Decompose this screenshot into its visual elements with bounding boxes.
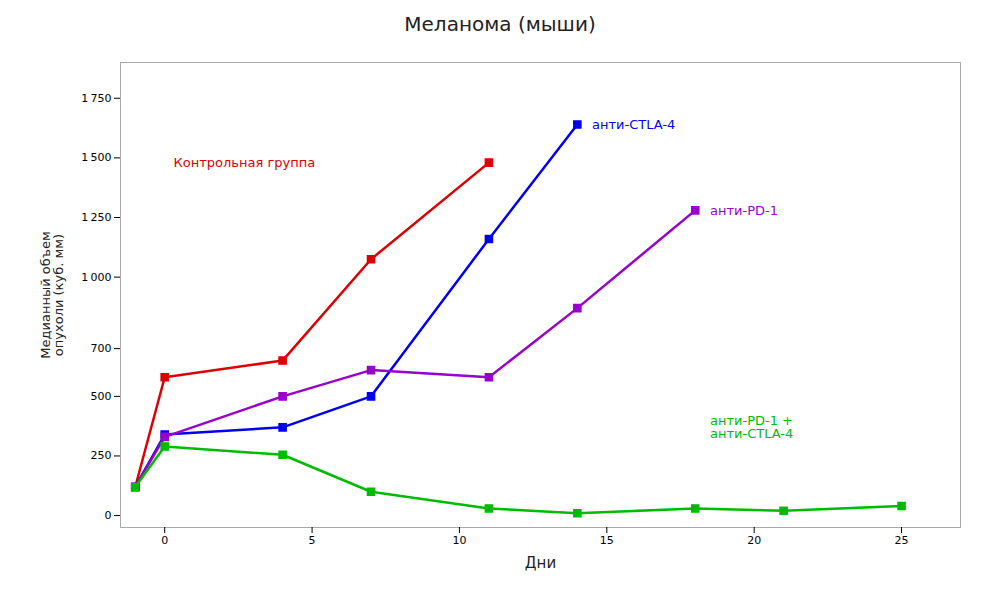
svg-text:700: 700 (91, 342, 112, 355)
svg-text:0: 0 (105, 509, 112, 522)
svg-text:5: 5 (309, 534, 316, 547)
svg-text:1 000: 1 000 (81, 271, 111, 284)
html-text:Меланома (мыши): Меланома (мыши) (404, 12, 596, 36)
svg-text:Контрольная группа: Контрольная группа (174, 155, 316, 170)
svg-text:15: 15 (600, 534, 614, 547)
svg-text:1 750: 1 750 (81, 92, 111, 105)
svg-text:250: 250 (91, 449, 112, 462)
svg-text:Медианный объемопухоли (куб. м: Медианный объемопухоли (куб. мм) (38, 231, 66, 358)
svg-text:500: 500 (91, 390, 112, 403)
svg-text:анти-PD-1 +анти-CTLA-4: анти-PD-1 +анти-CTLA-4 (710, 413, 793, 441)
svg-text:0: 0 (161, 534, 168, 547)
svg-text:20: 20 (747, 534, 761, 547)
svg-text:1 500: 1 500 (81, 151, 111, 164)
svg-text:10: 10 (452, 534, 466, 547)
svg-text:анти-CTLA-4: анти-CTLA-4 (592, 117, 675, 132)
svg-text:25: 25 (895, 534, 909, 547)
svg-text:1 250: 1 250 (81, 211, 111, 224)
svg-text:Дни: Дни (525, 554, 556, 572)
svg-text:анти-PD-1: анти-PD-1 (710, 203, 778, 218)
